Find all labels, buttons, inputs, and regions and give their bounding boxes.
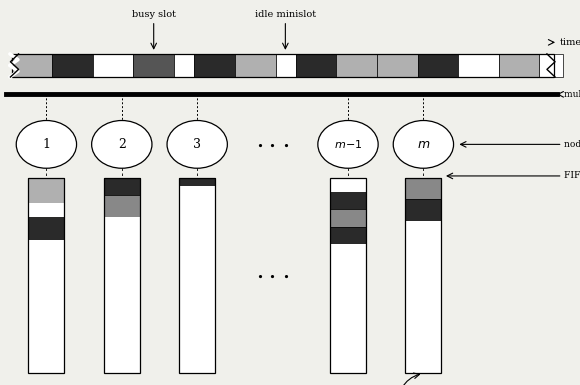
Bar (336, 54, 377, 77)
Bar (405, 178, 441, 199)
Bar (179, 178, 215, 373)
Bar (235, 54, 276, 77)
Bar (52, 54, 93, 77)
Text: multiaccess channel: multiaccess channel (564, 90, 580, 99)
Text: FIFO queue: FIFO queue (564, 171, 580, 181)
Bar (104, 178, 140, 373)
Bar (12, 54, 554, 77)
Bar (179, 178, 215, 186)
Bar (179, 186, 215, 373)
Bar (405, 178, 441, 373)
Text: $m\!-\!1$: $m\!-\!1$ (334, 138, 362, 151)
Text: 3: 3 (193, 138, 201, 151)
Bar (330, 192, 366, 209)
Bar (28, 178, 64, 203)
Bar (405, 199, 441, 221)
Ellipse shape (393, 121, 454, 168)
Text: $\bullet\;\bullet\;\bullet$: $\bullet\;\bullet\;\bullet$ (256, 139, 289, 149)
Bar (104, 217, 140, 373)
Bar (28, 203, 64, 217)
Bar (133, 54, 174, 77)
Bar (28, 217, 64, 241)
Bar (104, 196, 140, 217)
Ellipse shape (318, 121, 378, 168)
Bar (12, 54, 52, 77)
Bar (28, 241, 64, 373)
Bar (104, 178, 140, 196)
Text: $m$: $m$ (417, 138, 430, 151)
Bar (174, 54, 194, 77)
Text: node (or user): node (or user) (564, 140, 580, 149)
Bar (28, 178, 64, 373)
Bar (330, 244, 366, 373)
Bar (330, 209, 366, 227)
Bar (458, 54, 499, 77)
Ellipse shape (92, 121, 152, 168)
Bar (296, 54, 336, 77)
Bar (405, 221, 441, 373)
Bar (194, 54, 235, 77)
Bar (330, 178, 366, 192)
Bar (499, 54, 539, 77)
Ellipse shape (16, 121, 77, 168)
Bar (418, 54, 458, 77)
Text: 2: 2 (118, 138, 126, 151)
Ellipse shape (167, 121, 227, 168)
Text: $\bullet\;\bullet\;\bullet$: $\bullet\;\bullet\;\bullet$ (256, 271, 289, 281)
Bar (330, 227, 366, 244)
Bar (377, 54, 418, 77)
Text: idle minislot: idle minislot (255, 10, 316, 19)
Text: 1: 1 (42, 138, 50, 151)
Bar (276, 54, 296, 77)
Text: time: time (560, 38, 580, 47)
Bar (93, 54, 133, 77)
Text: busy slot: busy slot (132, 10, 176, 19)
Bar (539, 54, 563, 77)
Bar (330, 178, 366, 373)
